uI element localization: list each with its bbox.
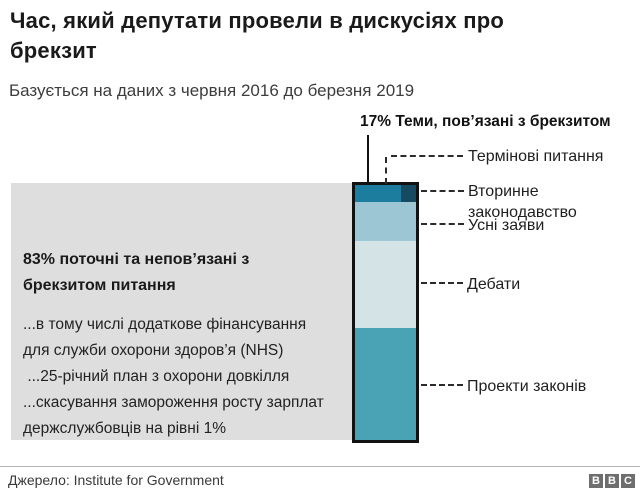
pointer-line-solid (367, 135, 369, 184)
connector-urgent-questions (391, 155, 463, 157)
page-title: Час, який депутати провели в дискусіях п… (10, 8, 504, 63)
segment-bills (355, 327, 416, 440)
bbc-logo-block: B (589, 474, 603, 488)
non-brexit-examples: ...в тому числі додаткове фінансування д… (23, 312, 355, 442)
label-debates: Дебати (467, 276, 521, 293)
connector-oral-statements (421, 223, 464, 225)
segment-urgent-questions (401, 185, 416, 202)
bbc-logo-block: B (605, 474, 619, 488)
non-brexit-heading: 83% поточні та непов’язані з брекзитом п… (23, 251, 250, 294)
footer-divider (0, 466, 640, 467)
source-credit: Джерело: Institute for Government (8, 472, 224, 488)
segment-secondary-legislation (355, 185, 416, 202)
bbc-logo-block: C (621, 474, 635, 488)
page-subtitle: Базується на даних з червня 2016 до бере… (9, 81, 415, 100)
example-line: для служби охорони здоров’я (NHS) (23, 342, 284, 359)
label-secondary-legislation: Вторинне законодавство (468, 183, 577, 221)
example-line: держслужбовців на рівні 1% (23, 420, 227, 437)
brexit-total-label: 17% Теми, пов’язані з брекзитом (360, 113, 611, 130)
non-brexit-box: 83% поточні та непов’язані з брекзитом п… (11, 183, 355, 440)
connector-debates (421, 282, 463, 284)
segment-oral-statements (355, 201, 416, 241)
connector-bills (421, 384, 463, 386)
label-urgent-questions: Термінові питання (468, 148, 604, 165)
example-line: ...25-річний план з охорони довкілля (23, 368, 290, 385)
segment-debates (355, 240, 416, 328)
label-bills: Проекти законів (467, 378, 587, 395)
brexit-bar-inner (355, 185, 416, 440)
connector-secondary-legislation (421, 190, 464, 192)
example-line: ...скасування замороження росту зарплат (23, 394, 324, 411)
bbc-logo: B B C (589, 474, 635, 488)
example-line: ...в тому числі додаткове фінансування (23, 316, 307, 333)
label-oral-statements: Усні заяви (468, 217, 545, 234)
brexit-stacked-bar (352, 182, 419, 443)
connector-urgent-questions-vertical (385, 157, 387, 184)
